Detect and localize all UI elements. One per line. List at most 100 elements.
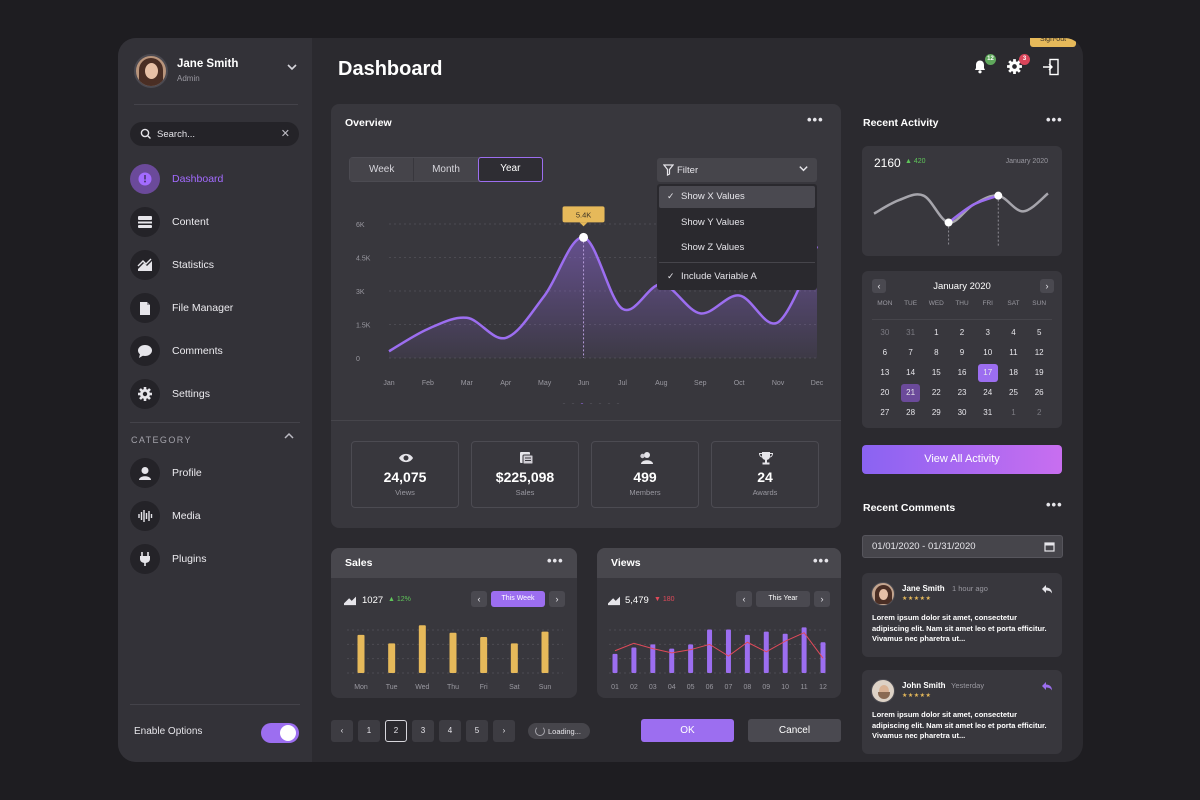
- user-profile[interactable]: Jane Smith Admin: [134, 54, 298, 90]
- reply-icon[interactable]: [1041, 584, 1053, 594]
- sidebar-item-profile[interactable]: Profile: [130, 457, 300, 489]
- pagination-page-2[interactable]: 2: [385, 720, 407, 742]
- settings-button[interactable]: 3: [1006, 54, 1030, 78]
- calendar-day[interactable]: 27: [880, 408, 890, 417]
- calendar-day[interactable]: 23: [957, 388, 967, 397]
- y-tick-label: 6K: [356, 222, 365, 229]
- peak-tooltip-label: 5.4K: [576, 210, 591, 219]
- more-options-icon[interactable]: •••: [1046, 112, 1063, 127]
- calendar-day-highlighted[interactable]: 21: [898, 383, 924, 403]
- pagination-page-4[interactable]: 4: [439, 720, 461, 742]
- range-year[interactable]: Year: [477, 157, 543, 182]
- calendar-day[interactable]: 24: [983, 388, 993, 397]
- sidebar-item-media[interactable]: Media: [130, 500, 300, 532]
- sidebar-item-dashboard[interactable]: Dashboard: [130, 163, 300, 195]
- weekday-label: SAT: [1007, 300, 1020, 307]
- calendar-day[interactable]: 14: [906, 368, 916, 377]
- calendar-day[interactable]: 20: [880, 388, 890, 397]
- next-button[interactable]: ›: [549, 591, 565, 607]
- calendar-day-selected[interactable]: 17: [975, 363, 1001, 383]
- chevron-down-icon[interactable]: [286, 61, 298, 76]
- bar: [801, 627, 807, 673]
- sign-out-button[interactable]: [1042, 58, 1062, 78]
- check-icon: ✓: [667, 191, 675, 201]
- sidebar-item-comments[interactable]: Comments: [130, 335, 300, 367]
- filter-option-z[interactable]: Show Z Values: [659, 237, 815, 259]
- views-period-button[interactable]: This Year: [756, 591, 810, 607]
- date-range-picker[interactable]: 01/01/2020 - 01/31/2020: [862, 535, 1063, 558]
- calendar-next-button[interactable]: ›: [1040, 279, 1054, 293]
- x-tick-label: 03: [649, 684, 657, 691]
- pagination-page-3[interactable]: 3: [412, 720, 434, 742]
- calendar-day[interactable]: 31: [906, 328, 916, 337]
- calendar-day[interactable]: 16: [957, 368, 967, 377]
- calendar-day[interactable]: 15: [931, 368, 941, 377]
- stat-value: 24,075: [383, 469, 427, 485]
- notifications-button[interactable]: 12: [972, 54, 996, 78]
- calendar-day[interactable]: 1: [1011, 408, 1016, 417]
- calendar-day[interactable]: 5: [1036, 328, 1042, 337]
- calendar-day[interactable]: 11: [1009, 348, 1018, 357]
- calendar-day[interactable]: 12: [1034, 348, 1044, 357]
- sidebar-item-plugins[interactable]: Plugins: [130, 543, 300, 575]
- calendar-day[interactable]: 29: [931, 408, 941, 417]
- prev-button[interactable]: ‹: [736, 591, 752, 607]
- calendar-day[interactable]: 7: [908, 348, 913, 357]
- calendar-day[interactable]: 1: [934, 328, 939, 337]
- pagination-page-1[interactable]: 1: [358, 720, 380, 742]
- x-tick-label: 06: [706, 684, 714, 691]
- range-week[interactable]: Week: [350, 158, 415, 181]
- cancel-button[interactable]: Cancel: [748, 719, 841, 742]
- more-options-icon[interactable]: •••: [813, 553, 830, 568]
- calendar-day[interactable]: 2: [1036, 408, 1042, 417]
- calendar-day[interactable]: 30: [957, 408, 967, 417]
- calendar-day[interactable]: 30: [880, 328, 890, 337]
- highlight-point: [944, 218, 953, 227]
- calendar-day[interactable]: 18: [1009, 368, 1018, 377]
- next-button[interactable]: ›: [814, 591, 830, 607]
- more-options-icon[interactable]: •••: [807, 112, 824, 127]
- calendar-day[interactable]: 6: [882, 348, 888, 357]
- sidebar-item-content[interactable]: Content: [130, 206, 300, 238]
- pagination-next[interactable]: ›: [493, 720, 515, 742]
- sidebar-item-file-manager[interactable]: File Manager: [130, 292, 300, 324]
- search-input[interactable]: Search... ✕: [130, 122, 299, 146]
- calendar-day[interactable]: 22: [931, 388, 941, 397]
- views-header: [597, 548, 841, 578]
- filter-dropdown[interactable]: Filter: [657, 158, 817, 182]
- reply-icon[interactable]: [1041, 681, 1053, 691]
- sidebar-item-statistics[interactable]: Statistics: [130, 249, 300, 281]
- ok-button[interactable]: OK: [641, 719, 734, 742]
- calendar-day[interactable]: 13: [880, 368, 890, 377]
- recent-activity-title: Recent Activity: [863, 117, 939, 129]
- calendar-day[interactable]: 10: [983, 348, 993, 357]
- prev-button[interactable]: ‹: [471, 591, 487, 607]
- calendar-day[interactable]: 8: [934, 348, 939, 357]
- chevron-up-icon[interactable]: [283, 430, 295, 444]
- close-icon[interactable]: ✕: [280, 128, 290, 140]
- calendar-day[interactable]: 9: [959, 348, 965, 357]
- sidebar-item-settings[interactable]: Settings: [130, 378, 300, 410]
- pagination-page-5[interactable]: 5: [466, 720, 488, 742]
- calendar-day[interactable]: 26: [1034, 388, 1044, 397]
- more-options-icon[interactable]: •••: [1046, 497, 1063, 512]
- enable-options-toggle[interactable]: [261, 723, 299, 743]
- highlight-segment: [947, 194, 999, 224]
- calendar-day[interactable]: 2: [959, 328, 965, 337]
- x-tick-label: Sun: [539, 684, 552, 691]
- sales-period-button[interactable]: This Week: [491, 591, 545, 607]
- calendar-day[interactable]: 4: [1011, 328, 1016, 337]
- calendar-prev-button[interactable]: ‹: [872, 279, 886, 293]
- filter-option-variable-a[interactable]: ✓ Include Variable A: [659, 266, 815, 288]
- filter-option-y[interactable]: Show Y Values: [659, 212, 815, 234]
- calendar-day[interactable]: 28: [906, 408, 916, 417]
- more-options-icon[interactable]: •••: [547, 553, 564, 568]
- activity-date: January 2020: [1005, 158, 1048, 165]
- calendar-day[interactable]: 19: [1034, 368, 1044, 377]
- calendar-day[interactable]: 25: [1009, 388, 1018, 397]
- calendar-day[interactable]: 31: [983, 408, 993, 417]
- calendar-day[interactable]: 3: [985, 328, 990, 337]
- view-all-activity-button[interactable]: View All Activity: [862, 445, 1062, 474]
- pagination-prev[interactable]: ‹: [331, 720, 353, 742]
- filter-option-x[interactable]: ✓ Show X Values: [659, 186, 815, 208]
